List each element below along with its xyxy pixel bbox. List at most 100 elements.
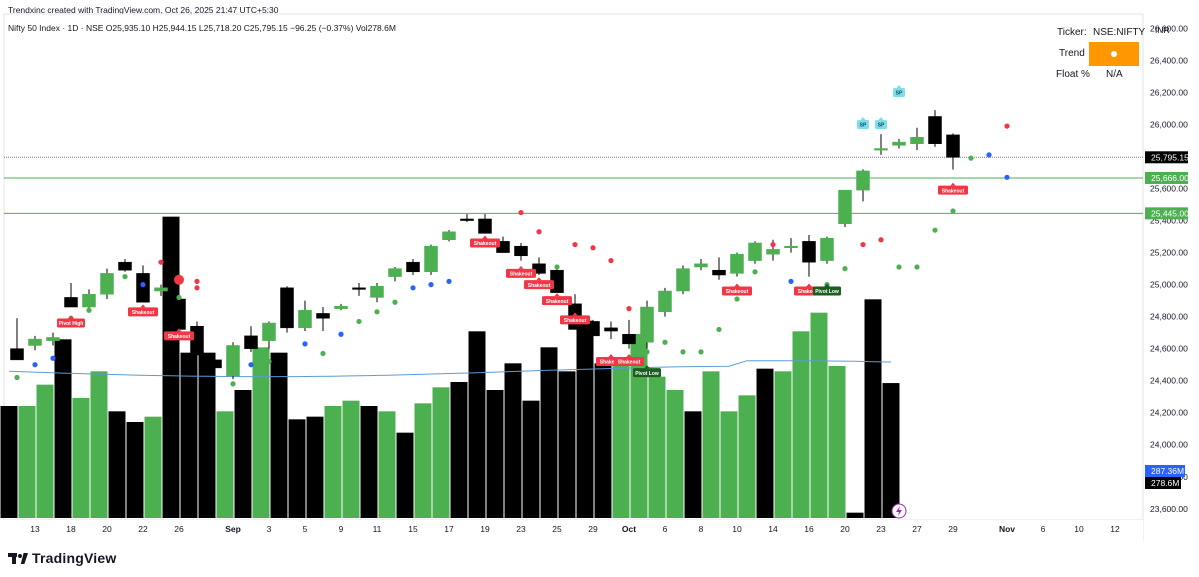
- volume-bar: [342, 400, 360, 518]
- volume-bar: [252, 347, 270, 518]
- blue-signal-dot: [410, 285, 416, 291]
- time-tick-label: 19: [480, 524, 490, 534]
- green-signal-dot: [896, 264, 902, 270]
- shakeout-label-box: [128, 307, 158, 317]
- time-tick-label: 27: [912, 524, 922, 534]
- red-signal-dot: [158, 259, 164, 265]
- time-tick-label: Oct: [622, 524, 636, 534]
- green-signal-dot: [914, 264, 920, 270]
- shakeout-label-text: Shakeout: [564, 318, 587, 324]
- time-tick-label: 6: [1041, 524, 1046, 534]
- float-label: Float %: [1056, 69, 1090, 80]
- green-signal-dot: [392, 299, 398, 305]
- volume-bar: [486, 390, 504, 518]
- volume-bar: [72, 398, 90, 518]
- time-tick-label: 3: [267, 524, 272, 534]
- blue-signal-dot: [50, 355, 56, 361]
- green-signal-dot: [842, 266, 848, 272]
- volume-bar: [0, 406, 18, 518]
- time-tick-label: 25: [552, 524, 562, 534]
- shakeout-label-text: Shakeout: [528, 283, 551, 289]
- shakeout-label-box: [470, 238, 500, 248]
- green-signal-dot: [932, 227, 938, 233]
- volume-bar: [702, 371, 720, 518]
- price-tick-label: 24,600.00: [1150, 344, 1188, 354]
- volume-bar: [378, 411, 396, 518]
- blue-signal-dot: [302, 341, 308, 347]
- candle-body: [784, 245, 798, 249]
- shakeout-label-pointer: [554, 293, 560, 297]
- shakeout-label-box: [524, 280, 554, 290]
- sp-label-text: SP: [860, 123, 867, 129]
- blue-signal-dot: [446, 278, 452, 285]
- shakeout-label-text: Shakeout: [510, 272, 533, 278]
- green-signal-dot: [104, 288, 110, 294]
- green-signal-dot: [680, 349, 686, 355]
- volume-bar: [756, 368, 774, 518]
- volume-bar: [306, 416, 324, 518]
- currency-label[interactable]: INR: [1155, 25, 1170, 35]
- pivot-low-label-box: [813, 286, 841, 296]
- shakeout-label-text: Shakeout: [600, 360, 623, 366]
- candle-body: [316, 313, 330, 319]
- green-signal-dot: [14, 374, 20, 381]
- volume-bar: [234, 390, 252, 518]
- signal-markers: Pivot HighShakeoutShakeoutShakeoutShakeo…: [57, 84, 968, 378]
- candle-body: [406, 261, 420, 273]
- candle-body: [946, 134, 960, 158]
- float-value: N/A: [1106, 69, 1123, 80]
- sp-label-box: [875, 119, 887, 129]
- volume-bar: [270, 352, 288, 518]
- price-axis: 23,600.0023,800.0024,000.0024,200.0024,4…: [1145, 23, 1189, 514]
- price-tick-label: 26,200.00: [1150, 87, 1188, 97]
- time-tick-label: 18: [66, 524, 76, 534]
- red-signal-dot: [878, 237, 884, 243]
- blue-signal-dot: [428, 282, 434, 288]
- volume-bar: [360, 406, 378, 518]
- candle-body: [442, 231, 456, 241]
- volume-bar: [216, 411, 234, 518]
- shakeout-label-pointer: [536, 277, 542, 281]
- green-signal-dot: [122, 274, 128, 280]
- candle-body: [64, 297, 78, 308]
- shakeout-label-text: Shakeout: [168, 334, 191, 340]
- shakeout-label-box: [614, 356, 644, 366]
- volume-bar: [162, 216, 180, 518]
- candle-body: [136, 273, 150, 303]
- volume-bar: [144, 416, 162, 518]
- green-signal-dot: [230, 381, 236, 387]
- candle-body: [820, 237, 834, 261]
- tradingview-logo[interactable]: TradingView: [8, 550, 116, 566]
- shakeout-label-pointer: [608, 353, 614, 357]
- volume-tag-text: 278.6M: [1151, 478, 1179, 488]
- shakeout-label-pointer: [482, 235, 488, 239]
- candle-body: [478, 218, 492, 234]
- time-axis-background: [4, 520, 1143, 542]
- volume-bars: [0, 216, 900, 518]
- price-tick-label: 24,000.00: [1150, 440, 1188, 450]
- green-signal-dot: [968, 155, 974, 161]
- shakeout-label-box: [164, 331, 194, 341]
- sp-label-text: SP: [896, 91, 903, 97]
- green-signal-dot: [374, 309, 380, 315]
- candle-body: [730, 253, 744, 274]
- time-tick-label: 6: [663, 524, 668, 534]
- red-signal-dot: [626, 306, 632, 312]
- candle-body: [100, 273, 114, 295]
- shakeout-label-text: Shakeout: [618, 360, 641, 366]
- volume-bar: [324, 406, 342, 518]
- volume-ma-line: [8, 360, 892, 378]
- candle-body: [748, 242, 762, 261]
- volume-bar: [468, 331, 486, 518]
- red-signal-dot: [518, 209, 524, 216]
- green-signal-dot: [176, 294, 182, 301]
- candle-body: [172, 298, 186, 330]
- candle-body: [82, 293, 96, 308]
- candle-body: [874, 148, 888, 151]
- volume-bar: [630, 334, 648, 518]
- volume-bar: [90, 371, 108, 518]
- candle-body: [514, 245, 528, 257]
- blue-signal-dot: [140, 282, 146, 288]
- time-tick-label: 8: [699, 524, 704, 534]
